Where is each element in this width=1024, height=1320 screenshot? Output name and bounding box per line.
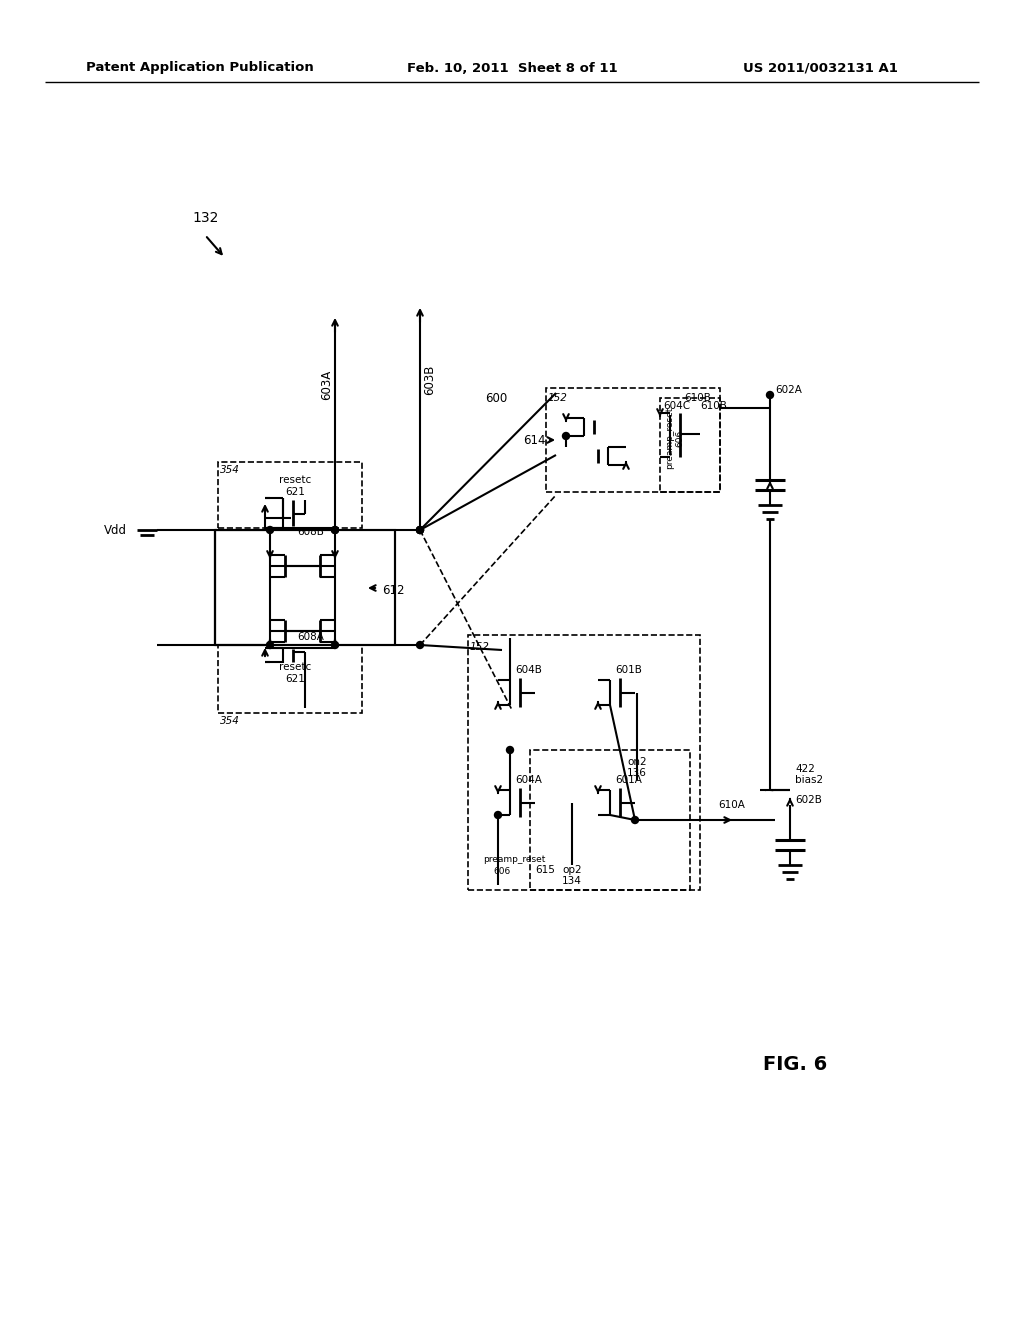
Text: 621: 621 [285,487,305,498]
Text: 608B: 608B [297,527,324,537]
Bar [215,531,395,645]
Text: 602A: 602A [775,385,802,395]
Bar [468,635,700,890]
Text: 604B: 604B [515,665,542,675]
Text: 601A: 601A [615,775,642,785]
Bar [660,399,720,492]
Text: resetc: resetc [279,663,311,672]
Text: 608A: 608A [297,632,324,642]
Text: preamp_reset: preamp_reset [665,407,674,469]
Circle shape [632,817,639,824]
Text: 152: 152 [470,642,489,652]
Text: 602B: 602B [795,795,822,805]
Text: 612: 612 [382,583,404,597]
Circle shape [562,433,569,440]
Text: on2: on2 [627,756,647,767]
Text: 610B: 610B [685,393,712,403]
Circle shape [332,642,339,648]
Text: 604A: 604A [515,775,542,785]
Circle shape [417,527,424,533]
Text: 606: 606 [493,867,510,876]
Text: 604C: 604C [663,401,690,411]
Circle shape [332,527,339,533]
Circle shape [417,527,424,533]
Text: bias2: bias2 [795,775,823,785]
Text: 600: 600 [485,392,507,404]
Bar [530,750,690,890]
Text: FIG. 6: FIG. 6 [763,1056,827,1074]
Bar [218,462,362,528]
Text: op2: op2 [562,865,582,875]
Text: 610A: 610A [718,800,744,810]
Bar [546,388,720,492]
Circle shape [332,527,339,533]
Circle shape [507,747,513,754]
Text: Feb. 10, 2011  Sheet 8 of 11: Feb. 10, 2011 Sheet 8 of 11 [407,62,617,74]
Text: 603B: 603B [424,364,436,395]
Circle shape [266,642,273,648]
Text: 132: 132 [193,211,218,224]
Text: 614: 614 [523,433,546,446]
Circle shape [767,392,773,399]
Text: 621: 621 [285,675,305,684]
Text: Vdd: Vdd [104,524,127,536]
Circle shape [495,812,502,818]
Text: ~: ~ [764,783,776,797]
Text: 152: 152 [548,393,568,403]
Text: 606: 606 [675,429,684,446]
Text: 615: 615 [535,865,555,875]
Text: US 2011/0032131 A1: US 2011/0032131 A1 [742,62,897,74]
Text: 354: 354 [220,715,240,726]
Text: 136: 136 [627,768,647,777]
Text: 354: 354 [220,465,240,475]
Text: 610B: 610B [700,401,727,411]
Text: 422: 422 [795,764,815,774]
Text: 603A: 603A [321,370,334,400]
Circle shape [417,527,424,533]
Text: 601B: 601B [615,665,642,675]
Bar [218,645,362,713]
Circle shape [266,527,273,533]
Text: preamp_reset: preamp_reset [483,855,546,865]
Text: Patent Application Publication: Patent Application Publication [86,62,314,74]
Circle shape [417,642,424,648]
Text: 134: 134 [562,876,582,886]
Text: resetc: resetc [279,475,311,484]
